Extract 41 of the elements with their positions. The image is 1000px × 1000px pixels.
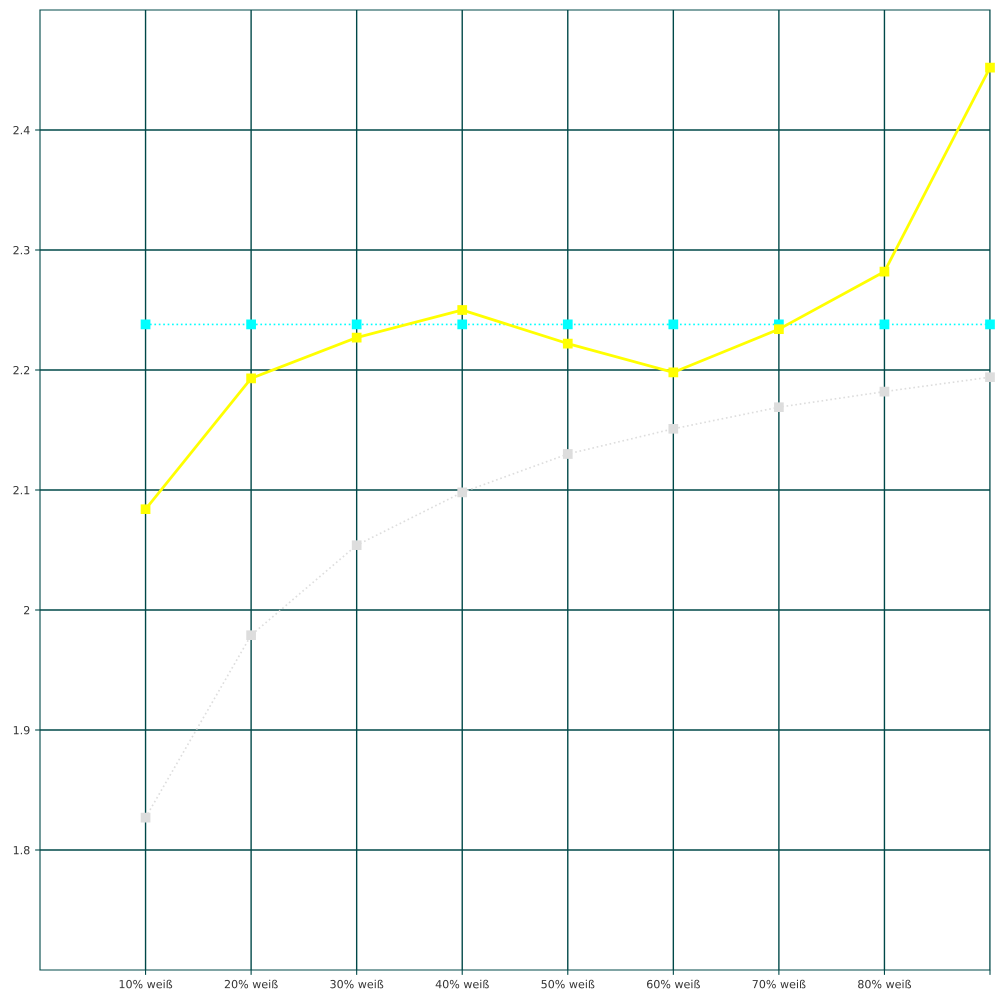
y-tick-label: 2.1 bbox=[13, 486, 30, 494]
point bbox=[352, 540, 362, 550]
point bbox=[562, 338, 573, 348]
point bbox=[562, 449, 573, 459]
point bbox=[352, 320, 362, 330]
point bbox=[246, 374, 256, 384]
point bbox=[985, 372, 995, 382]
y-tick-label: 2.2 bbox=[13, 366, 30, 374]
x-tick-label: 40% weiß bbox=[436, 980, 489, 988]
y-tick-label: 1.8 bbox=[14, 846, 30, 854]
point bbox=[880, 386, 890, 396]
y-tick-label: 1.9 bbox=[14, 726, 30, 734]
point bbox=[140, 812, 150, 822]
point bbox=[352, 332, 362, 342]
point bbox=[140, 504, 150, 514]
point bbox=[668, 424, 678, 434]
point bbox=[985, 62, 995, 72]
point bbox=[246, 630, 256, 640]
x-tick-label: 80% weiß bbox=[858, 980, 912, 988]
point bbox=[457, 488, 468, 498]
x-tick-label: 20% weiß bbox=[224, 980, 278, 988]
x-tick-label: 30% weiß bbox=[330, 980, 384, 988]
point bbox=[246, 320, 256, 330]
x-tick-label: 10% weiß bbox=[120, 980, 172, 988]
x-tick-label: 70% weiß bbox=[752, 980, 806, 988]
point bbox=[562, 320, 573, 330]
point bbox=[140, 320, 150, 330]
point bbox=[774, 324, 784, 334]
point bbox=[880, 266, 890, 276]
point bbox=[668, 368, 678, 378]
point bbox=[668, 320, 678, 330]
x-tick-label: 50% weiß bbox=[542, 980, 594, 988]
point bbox=[880, 320, 890, 330]
point bbox=[457, 305, 468, 315]
x-tick-label: 60% weiß bbox=[646, 980, 700, 988]
y-tick-label: 2 bbox=[24, 606, 30, 614]
point bbox=[457, 320, 468, 330]
y-tick-label: 2.3 bbox=[13, 246, 30, 254]
y-tick-label: 2.4 bbox=[13, 126, 30, 134]
point bbox=[774, 402, 784, 412]
point bbox=[985, 320, 995, 330]
